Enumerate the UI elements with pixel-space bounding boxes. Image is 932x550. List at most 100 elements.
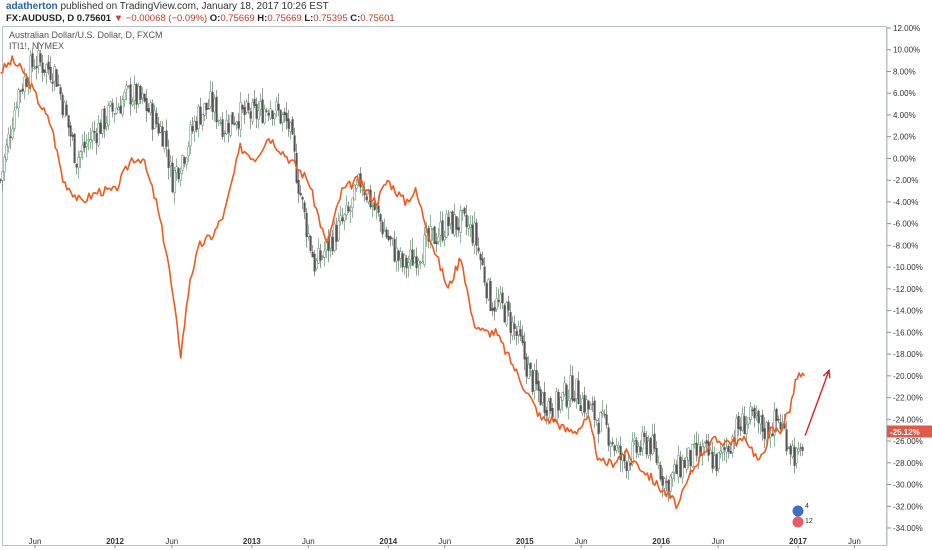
candle-body [793, 446, 796, 466]
candle-body [485, 283, 488, 299]
candle-body [709, 449, 712, 455]
candle-body [683, 460, 686, 468]
candle-body [655, 448, 658, 463]
candle-body [65, 104, 68, 116]
candle-body [775, 408, 778, 422]
candle-body [451, 211, 454, 234]
candle-body [21, 88, 24, 92]
candle-body [727, 445, 730, 452]
author-link[interactable]: adatherton [6, 1, 58, 12]
candle-body [139, 85, 142, 100]
candle-body [717, 452, 720, 470]
candle-body [491, 308, 494, 311]
y-tick-label: -2.00% [893, 176, 918, 185]
candle-body [529, 362, 532, 369]
candle-body [291, 119, 294, 135]
y-tick-label: -14.00% [893, 307, 923, 316]
candle-body [443, 236, 446, 241]
iti-line [0, 55, 806, 510]
symbol-label[interactable]: FX:AUDUSD, D [6, 13, 75, 24]
candle-body [471, 224, 474, 244]
candle-body [657, 462, 660, 466]
candle-body [633, 437, 636, 441]
candle-body [261, 99, 264, 123]
candle-body [151, 103, 154, 130]
candle-body [557, 392, 560, 411]
candle-body [377, 205, 380, 213]
candle-body [589, 404, 592, 410]
candle-body [671, 472, 674, 479]
candle-body [691, 443, 694, 468]
candle-body [421, 261, 424, 264]
candle-body [571, 375, 574, 401]
x-tick-label: 2017 [789, 537, 807, 546]
high-label: H: [257, 13, 268, 24]
candle-body [649, 438, 652, 454]
candle-body [533, 370, 536, 391]
candle-body [31, 53, 34, 68]
candle-body [85, 143, 88, 147]
candle-body [307, 233, 310, 237]
candle-body [495, 298, 498, 310]
annotation-arrow-line [804, 370, 830, 436]
candle-body [603, 414, 606, 416]
candle-body [625, 461, 628, 471]
candle-body [259, 101, 262, 110]
candle-body [315, 260, 318, 270]
candle-body [209, 91, 212, 107]
y-tick-label: 6.00% [893, 89, 916, 98]
open-value: 0.75669 [220, 13, 255, 24]
candle-body [653, 433, 656, 449]
candle-body [469, 223, 472, 229]
candle-body [647, 440, 650, 456]
candle-body [391, 237, 394, 239]
candle-body [723, 447, 726, 450]
candle-body [249, 111, 252, 119]
candle-body [607, 427, 610, 446]
y-tick-label: 4.00% [893, 111, 916, 120]
candle-body [541, 392, 544, 403]
candle-body [675, 464, 678, 475]
event-count-top: 4 [805, 503, 809, 510]
candle-body [611, 442, 614, 444]
candle-body [509, 312, 512, 333]
candle-body [317, 248, 320, 264]
candle-body [271, 110, 274, 119]
candle-body [759, 416, 762, 425]
candle-body [319, 250, 322, 261]
candle-body [789, 445, 792, 455]
candle-body [9, 136, 12, 138]
candle-body [181, 155, 184, 171]
candle-body [113, 113, 116, 115]
candle-body [569, 375, 572, 400]
candle-body [473, 222, 476, 246]
candle-body [297, 179, 300, 194]
candle-body [117, 107, 120, 111]
candle-body [93, 131, 96, 133]
candle-body [697, 444, 700, 458]
candle-body [721, 446, 724, 453]
candle-body [729, 450, 732, 454]
candle-body [243, 107, 246, 116]
candle-body [157, 123, 160, 134]
candle-body [289, 122, 292, 132]
candle-body [479, 253, 482, 261]
open-label: O: [209, 13, 221, 24]
candle-body [251, 101, 254, 122]
candle-body [43, 69, 46, 73]
candle-body [505, 302, 508, 325]
candle-body [161, 126, 164, 147]
candle-body [177, 168, 180, 180]
candle-body [449, 211, 452, 225]
candle-body [755, 413, 758, 416]
candle-body [445, 213, 448, 238]
candle-body [545, 410, 548, 416]
y-tick-label: 8.00% [893, 67, 916, 76]
candle-body [0, 179, 2, 181]
y-tick-label: 10.00% [893, 46, 920, 55]
candle-body [631, 441, 634, 465]
candle-body [153, 110, 156, 129]
y-tick-label: -34.00% [893, 524, 923, 533]
candle-body [299, 192, 302, 196]
